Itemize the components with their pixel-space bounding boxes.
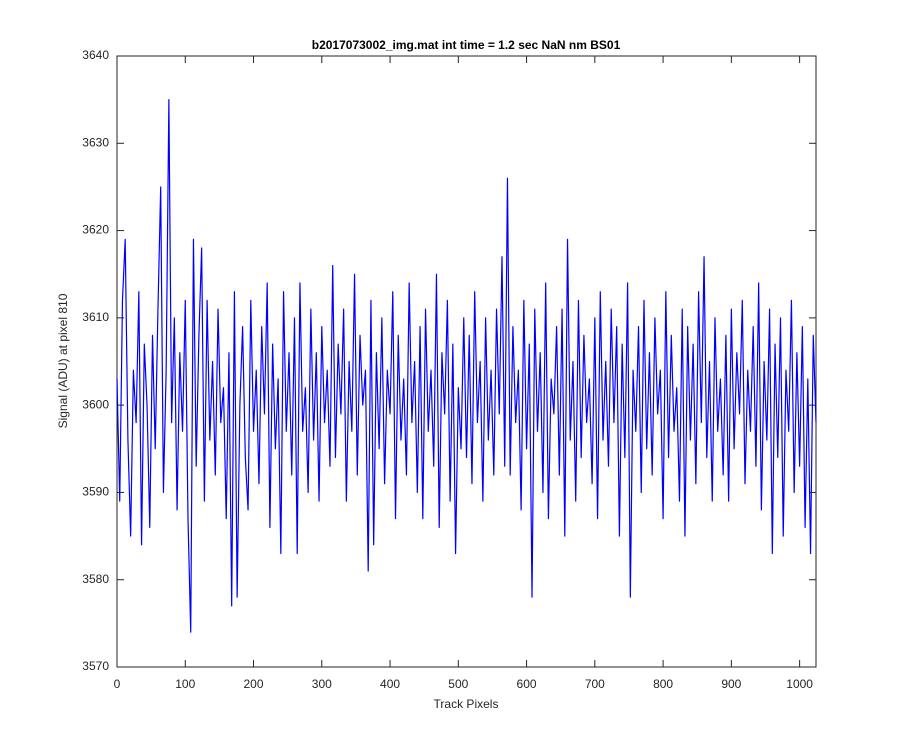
x-tick-label: 800: [653, 677, 673, 691]
y-tick-label: 3580: [82, 572, 109, 586]
y-axis-label: Signal (ADU) at pixel 810: [56, 293, 70, 428]
y-tick-label: 3640: [82, 48, 109, 62]
x-tick-label: 900: [721, 677, 741, 691]
y-tick-label: 3590: [82, 485, 109, 499]
y-tick-label: 3610: [82, 310, 109, 324]
x-axis-label: Track Pixels: [434, 697, 499, 711]
x-tick-label: 1000: [786, 677, 813, 691]
y-tick-label: 3600: [82, 397, 109, 411]
y-tick-label: 3630: [82, 135, 109, 149]
x-tick-label: 600: [517, 677, 537, 691]
x-tick-label: 700: [585, 677, 605, 691]
data-line: [116, 99, 817, 633]
x-tick-label: 500: [448, 677, 468, 691]
x-tick-label: 300: [312, 677, 332, 691]
y-tick-label: 3620: [82, 223, 109, 237]
x-tick-label: 400: [380, 677, 400, 691]
x-tick-label: 100: [175, 677, 195, 691]
x-tick-label: 200: [244, 677, 264, 691]
chart-title: b2017073002_img.mat int time = 1.2 sec N…: [312, 38, 621, 52]
x-tick-label: 0: [114, 677, 121, 691]
plot-frame: [116, 55, 817, 668]
y-tick-label: 3570: [82, 659, 109, 673]
